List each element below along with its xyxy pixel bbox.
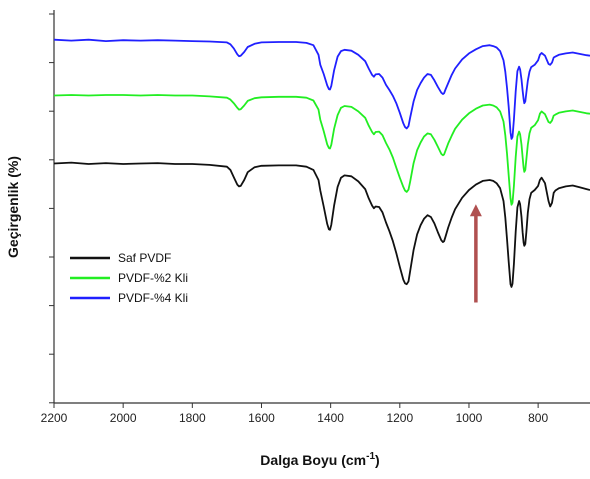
x-tick-label: 1000 [456,411,483,425]
series-line [53,38,590,140]
x-axis-title-close: ) [375,452,380,468]
spectra-series [53,38,590,288]
x-tick-label: 1200 [386,411,413,425]
legend-label: PVDF-%4 Kli [118,291,188,305]
series-line [53,94,590,206]
x-axis-ticks: 2200 2000 1800 1600 1400 1200 1000 800 [41,403,548,425]
x-tick-label: 1800 [179,411,206,425]
x-tick-label: 1400 [317,411,344,425]
annotation-arrow-head [469,204,482,217]
x-tick-label: 800 [528,411,548,425]
x-axis-title-superscript: -1 [366,451,375,462]
legend-label: Saf PVDF [118,251,171,265]
y-axis-ticks [49,13,54,404]
plot-frame [53,10,590,404]
legend-label: PVDF-%2 Kli [118,271,188,285]
x-axis-title: Dalga Boyu (cm-1) [260,451,379,468]
legend: Saf PVDF PVDF-%2 Kli PVDF-%4 Kli [70,251,188,305]
x-tick-label: 2000 [110,411,137,425]
annotation-layer [469,204,482,303]
x-tick-label: 2200 [41,411,68,425]
series-line [53,161,590,288]
y-axis-title: Geçirgenlik (%) [5,156,21,258]
x-tick-label: 1600 [248,411,275,425]
x-axis-title-main: Dalga Boyu (cm [260,452,366,468]
